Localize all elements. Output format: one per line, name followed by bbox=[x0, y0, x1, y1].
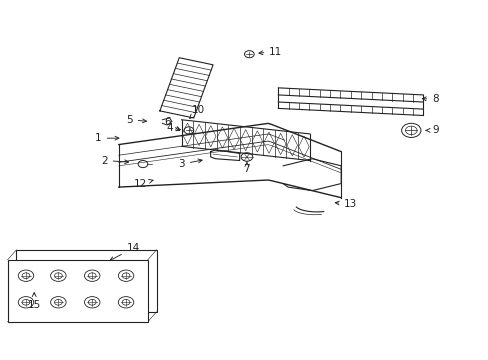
Text: 2: 2 bbox=[101, 156, 128, 166]
Text: 4: 4 bbox=[166, 122, 180, 132]
Text: 1: 1 bbox=[95, 133, 119, 143]
Text: 9: 9 bbox=[425, 125, 438, 135]
Text: 7: 7 bbox=[243, 162, 250, 174]
Text: 10: 10 bbox=[189, 105, 204, 118]
Text: 13: 13 bbox=[335, 199, 357, 209]
Text: 15: 15 bbox=[27, 293, 41, 310]
Text: 6: 6 bbox=[163, 117, 179, 131]
Polygon shape bbox=[283, 159, 341, 191]
Text: 5: 5 bbox=[126, 115, 146, 125]
Text: 3: 3 bbox=[178, 159, 202, 169]
Text: 14: 14 bbox=[110, 243, 140, 260]
Polygon shape bbox=[8, 260, 147, 322]
Polygon shape bbox=[210, 150, 239, 161]
Text: 11: 11 bbox=[258, 47, 282, 57]
Text: 8: 8 bbox=[422, 94, 438, 104]
Text: 12: 12 bbox=[134, 179, 153, 189]
